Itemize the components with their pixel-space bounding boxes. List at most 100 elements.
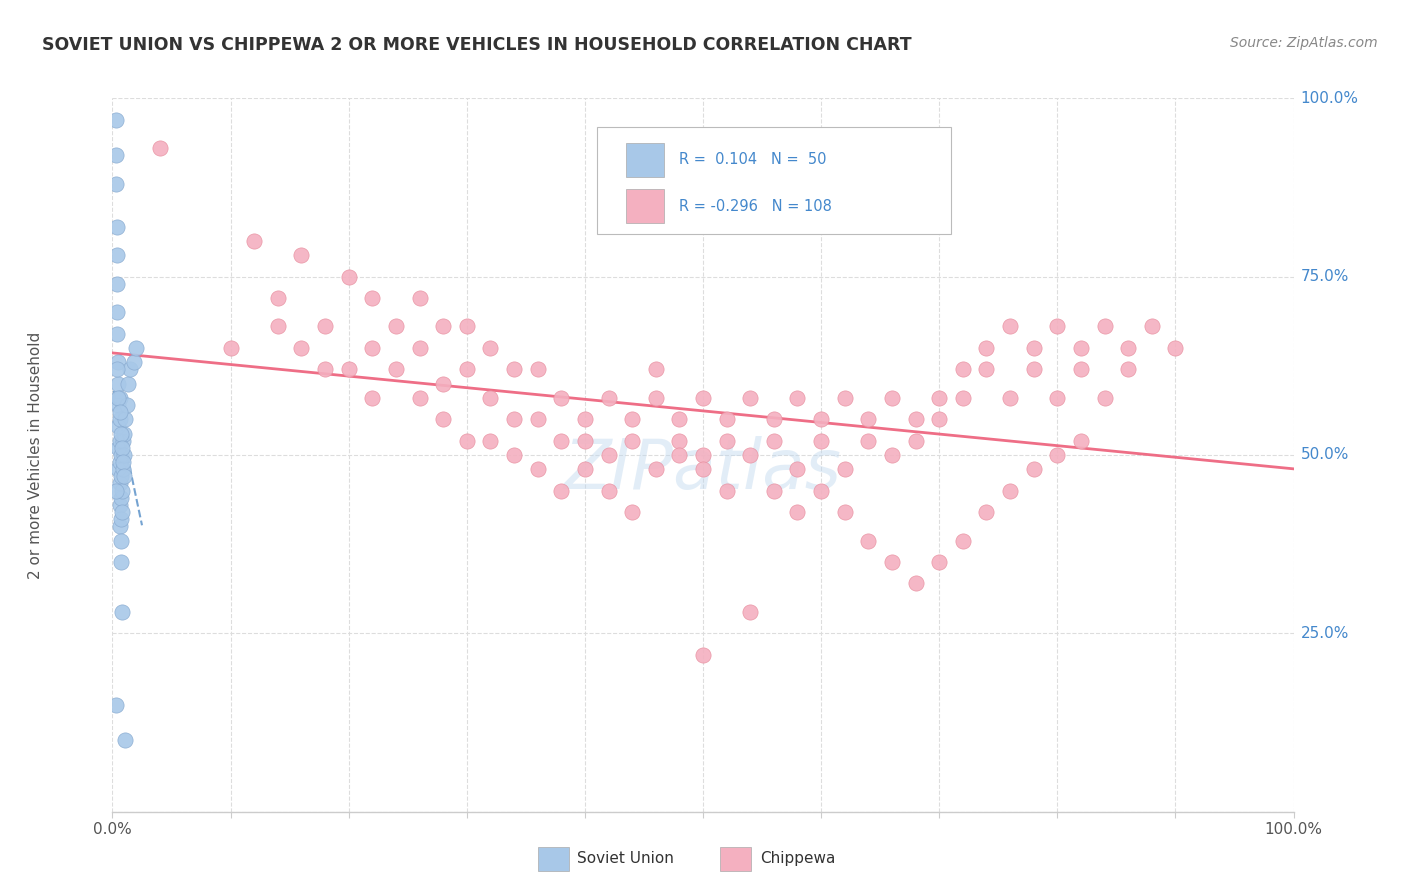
Point [904,434,927,448]
Point [122,355,145,369]
Point [110,448,132,462]
Point [337,269,360,284]
Point [107,398,129,412]
Point [621,412,644,426]
Point [105,326,128,341]
Point [1022,341,1045,355]
Point [834,505,856,519]
Point [107,391,129,405]
Point [105,248,128,262]
Point [314,319,336,334]
Point [952,533,974,548]
Point [598,391,620,405]
Point [110,512,132,526]
Point [105,148,128,162]
Point [456,362,478,376]
Point [786,505,808,519]
Point [107,355,129,369]
Point [786,462,808,476]
Point [408,391,430,405]
Point [668,434,690,448]
Point [108,391,131,405]
Point [108,498,131,512]
Point [834,462,856,476]
Point [1070,341,1092,355]
Point [107,441,129,455]
Point [998,319,1021,334]
Point [1022,462,1045,476]
Point [314,362,336,376]
Text: Soviet Union: Soviet Union [576,852,673,866]
Point [385,319,408,334]
Text: R = -0.296   N = 108: R = -0.296 N = 108 [679,199,832,214]
Point [110,426,132,441]
Point [111,441,134,455]
Point [834,391,856,405]
Point [1140,319,1163,334]
Point [880,448,903,462]
Text: 75.0%: 75.0% [1301,269,1348,284]
Point [762,434,785,448]
Point [976,362,998,376]
Point [112,455,135,469]
Point [112,434,135,448]
Point [503,412,526,426]
Point [408,341,430,355]
Point [111,483,134,498]
Point [976,341,998,355]
Point [105,362,128,376]
Point [998,483,1021,498]
Point [526,362,548,376]
Point [114,733,136,747]
Point [120,362,142,376]
Point [550,483,572,498]
Point [117,376,139,391]
Point [108,455,131,469]
Point [385,362,408,376]
Point [432,376,454,391]
Point [115,398,138,412]
Point [112,469,135,483]
Point [716,483,738,498]
Point [432,412,454,426]
Point [107,376,129,391]
Point [105,698,128,712]
Point [810,483,832,498]
Point [105,177,128,191]
Point [108,412,131,426]
FancyBboxPatch shape [596,127,950,234]
Point [692,448,714,462]
Point [456,319,478,334]
Point [621,434,644,448]
Point [108,519,131,533]
Point [928,412,950,426]
Point [880,555,903,569]
Point [574,462,596,476]
Text: Source: ZipAtlas.com: Source: ZipAtlas.com [1230,36,1378,50]
Point [598,483,620,498]
Point [740,448,762,462]
Point [880,391,903,405]
Point [574,412,596,426]
Point [361,391,384,405]
Text: ZIPatlas: ZIPatlas [564,435,842,503]
Point [290,341,312,355]
Point [998,391,1021,405]
Point [668,448,690,462]
Point [1094,319,1116,334]
Point [952,391,974,405]
Point [112,462,135,476]
Point [1070,434,1092,448]
Point [574,434,596,448]
Point [1046,391,1069,405]
Point [456,434,478,448]
Point [1116,362,1139,376]
Point [114,412,136,426]
Point [740,605,762,619]
Point [716,434,738,448]
Point [952,362,974,376]
Point [503,362,526,376]
Point [810,412,832,426]
Point [112,426,135,441]
Point [692,391,714,405]
